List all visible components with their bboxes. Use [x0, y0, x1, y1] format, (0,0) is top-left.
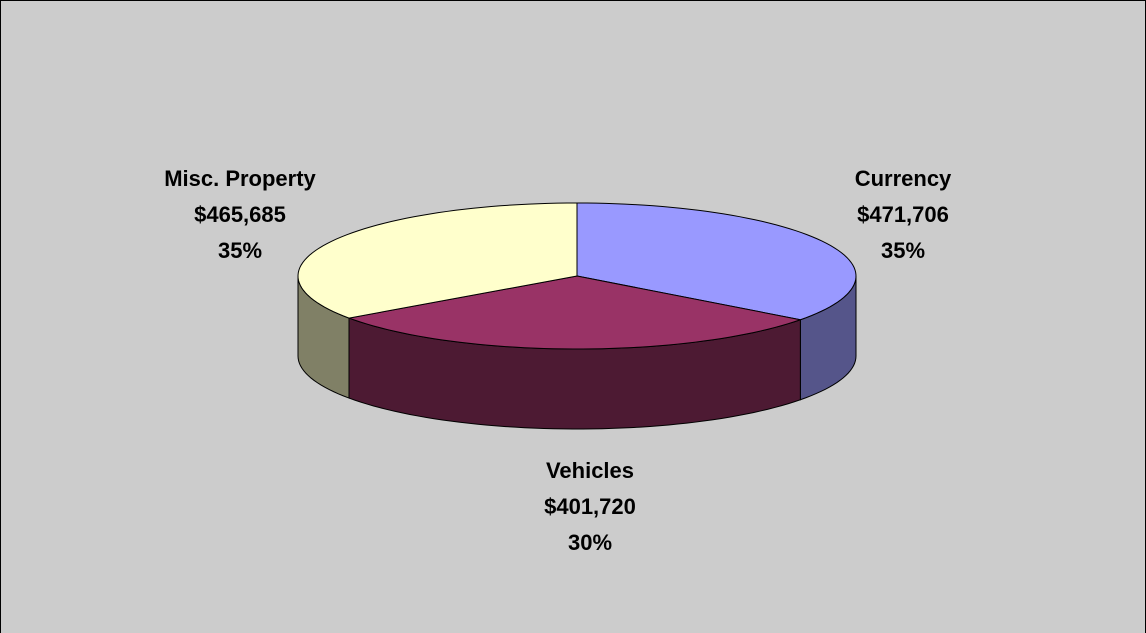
category-label: Misc. Property	[164, 166, 316, 191]
percent-label: 35%	[881, 238, 925, 263]
slice	[347, 275, 803, 350]
value-label: $465,685	[194, 202, 286, 227]
category-label: Vehicles	[546, 458, 634, 483]
value-label: $401,720	[544, 494, 636, 519]
category-label: Currency	[855, 166, 952, 191]
slice	[297, 202, 578, 319]
percent-label: 35%	[218, 238, 262, 263]
percent-label: 30%	[568, 530, 612, 555]
value-label: $471,706	[857, 202, 949, 227]
slice	[576, 202, 857, 321]
